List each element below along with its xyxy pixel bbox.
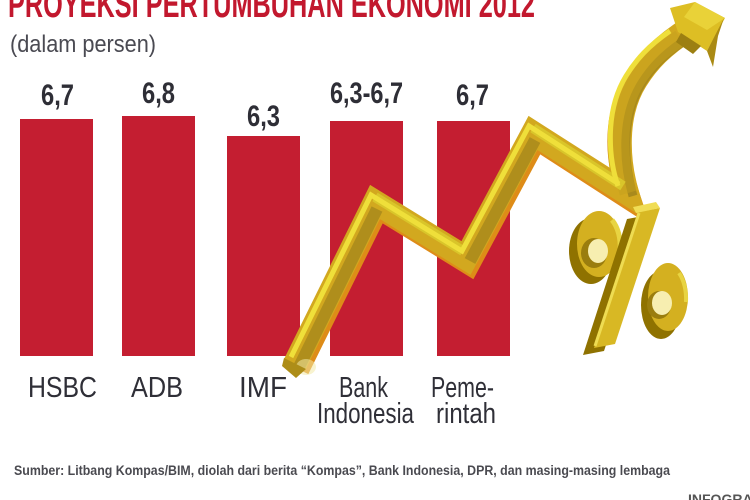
svg-text:PROYEKSI PERTUMBUHAN EKONOMI 2: PROYEKSI PERTUMBUHAN EKONOMI 2012 (8, 0, 535, 26)
svg-text:(dalam persen): (dalam persen) (10, 31, 156, 58)
svg-text:6,7: 6,7 (41, 79, 74, 112)
svg-text:ADB: ADB (131, 372, 183, 404)
svg-text:IMF: IMF (239, 372, 287, 404)
svg-text:INFOGRAFIK: INFOGRAFIK (688, 491, 750, 500)
svg-text:Peme-: Peme- (431, 372, 494, 404)
svg-text:6,3-6,7: 6,3-6,7 (330, 77, 403, 110)
svg-text:6,3: 6,3 (247, 100, 280, 133)
svg-text:rintah: rintah (436, 398, 496, 430)
svg-text:Indonesia: Indonesia (317, 398, 415, 430)
svg-text:HSBC: HSBC (28, 372, 97, 404)
svg-text:Sumber: Litbang Kompas/BIM, di: Sumber: Litbang Kompas/BIM, diolah dari … (14, 463, 670, 478)
svg-text:6,7: 6,7 (456, 79, 489, 112)
svg-text:6,8: 6,8 (142, 77, 175, 110)
svg-text:Bank: Bank (339, 372, 388, 404)
